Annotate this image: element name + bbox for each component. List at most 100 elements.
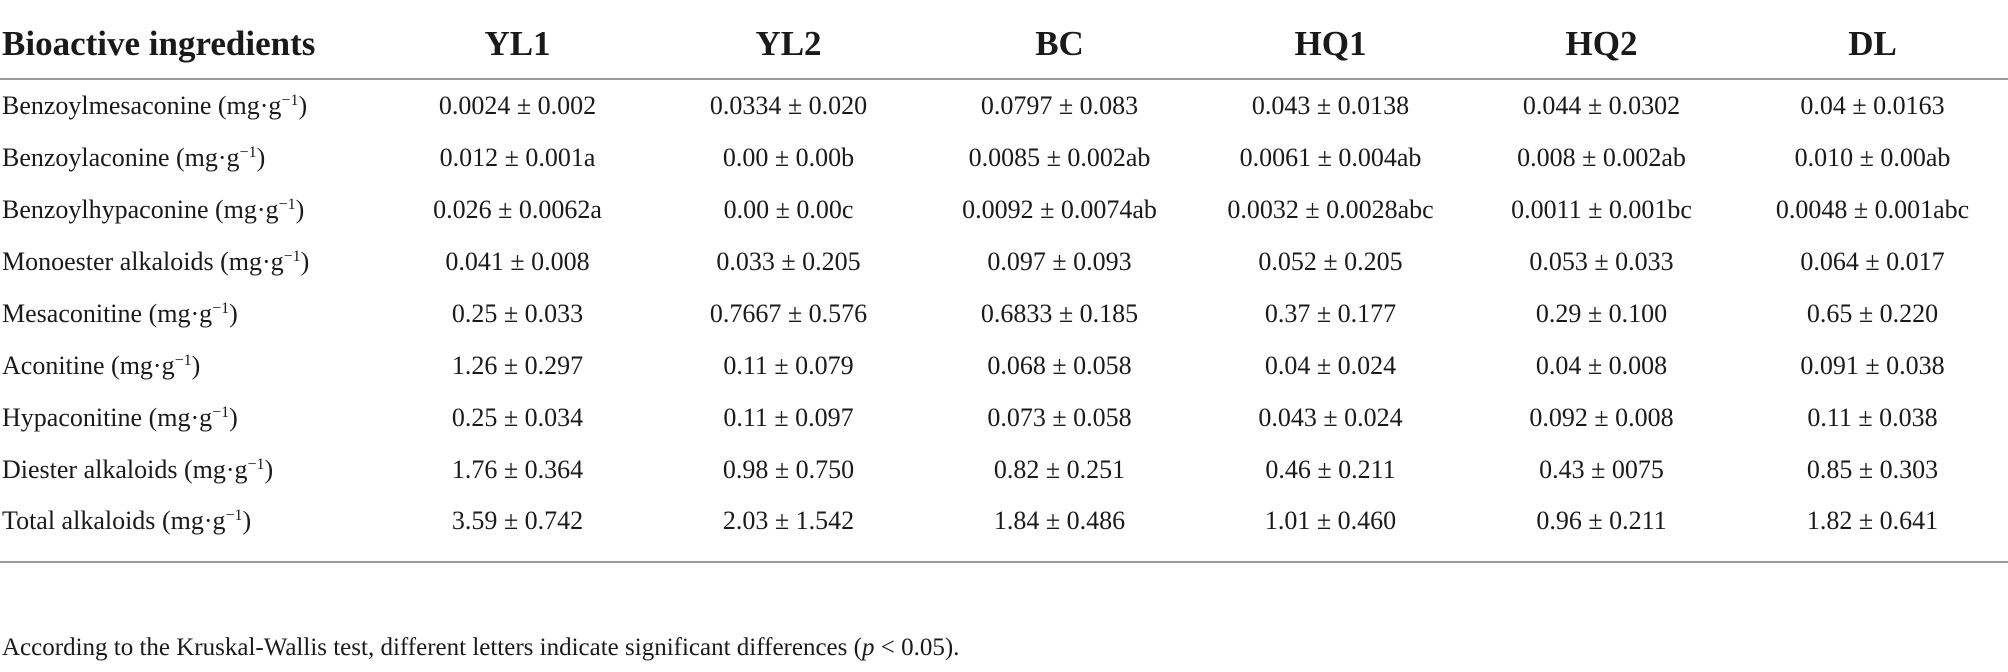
header-row: Bioactive ingredients YL1 YL2 BC HQ1 HQ2… bbox=[0, 10, 2008, 80]
table-cell: 1.26 ± 0.297 bbox=[451, 351, 584, 380]
unit-close: ) bbox=[295, 195, 305, 224]
table-cell: 2.03 ± 1.542 bbox=[653, 496, 924, 563]
unit-exponent: −1 bbox=[225, 507, 243, 524]
table-cell: 0.82 ± 0.251 bbox=[993, 455, 1126, 484]
table-cell: 0.11 ± 0.079 bbox=[723, 351, 854, 380]
table-cell: 0.29 ± 0.100 bbox=[1535, 299, 1668, 328]
unit-close: ) bbox=[264, 455, 274, 484]
table-cell: 0.0061 ± 0.004ab bbox=[1239, 143, 1422, 172]
table-cell: 0.0092 ± 0.0074ab bbox=[962, 195, 1157, 224]
table-cell: 0.00 ± 0.00b bbox=[722, 143, 855, 172]
table-cell: 0.044 ± 0.0302 bbox=[1522, 91, 1681, 120]
unit-exponent: −1 bbox=[278, 196, 296, 213]
unit-label: (mg·g bbox=[220, 247, 284, 276]
table-cell: 0.0797 ± 0.083 bbox=[980, 91, 1139, 120]
row-label: Benzoylmesaconine (mg·g−1) bbox=[0, 79, 382, 132]
footnote-p-variable: p bbox=[861, 634, 875, 661]
table-cell: 1.76 ± 0.364 bbox=[451, 455, 584, 484]
table-cell: 0.25 ± 0.034 bbox=[451, 403, 584, 432]
footnote-threshold: < 0.05). bbox=[874, 634, 960, 661]
unit-close: ) bbox=[229, 299, 238, 328]
table-body: Benzoylmesaconine (mg·g−1) 0.0024 ± 0.002… bbox=[0, 79, 2008, 563]
unit-label: (mg·g bbox=[148, 299, 213, 328]
table-row: Monoester alkaloids (mg·g−1) 0.041 ± 0.00… bbox=[0, 236, 2008, 288]
footnote-text: According to the Kruskal-Wallis test, di… bbox=[2, 634, 862, 661]
unit-exponent: −1 bbox=[239, 144, 257, 161]
table-cell: 0.0024 ± 0.002 bbox=[438, 91, 597, 120]
table-cell: 0.026 ± 0.0062a bbox=[433, 195, 602, 224]
table-cell: 1.84 ± 0.486 bbox=[924, 496, 1195, 563]
table-cell: 0.052 ± 0.205 bbox=[1258, 247, 1403, 276]
table-cell: 0.068 ± 0.058 bbox=[987, 351, 1132, 380]
table-cell: 0.85 ± 0.303 bbox=[1806, 455, 1939, 484]
table-cell: 0.7667 ± 0.576 bbox=[709, 299, 868, 328]
table-cell: 0.097 ± 0.093 bbox=[987, 247, 1132, 276]
unit-close: ) bbox=[229, 403, 238, 432]
row-label: Benzoylhypaconine (mg·g−1) bbox=[0, 184, 382, 236]
table-footnote: According to the Kruskal-Wallis test, di… bbox=[2, 634, 959, 662]
header-hq2: HQ2 bbox=[1466, 10, 1737, 80]
table-cell: 0.11 ± 0.097 bbox=[723, 403, 854, 432]
table-cell: 0.98 ± 0.750 bbox=[722, 455, 855, 484]
table-cell: 0.091 ± 0.038 bbox=[1800, 351, 1945, 380]
unit-label: (mg·g bbox=[111, 351, 175, 380]
table-cell: 0.073 ± 0.058 bbox=[987, 403, 1132, 432]
row-label: Hypaconitine (mg·g−1) bbox=[0, 392, 382, 444]
header-yl1: YL1 bbox=[382, 10, 653, 80]
ingredient-name: Benzoylhypaconine bbox=[2, 195, 209, 224]
header-bc: BC bbox=[924, 10, 1195, 80]
header-dl: DL bbox=[1737, 10, 2008, 80]
table-cell: 0.65 ± 0.220 bbox=[1806, 299, 1939, 328]
table-cell: 0.008 ± 0.002ab bbox=[1517, 143, 1686, 172]
unit-label: (mg·g bbox=[176, 143, 240, 172]
ingredient-name: Monoester alkaloids bbox=[2, 247, 214, 276]
table-cell: 0.25 ± 0.033 bbox=[451, 299, 584, 328]
unit-label: (mg·g bbox=[215, 195, 279, 224]
unit-close: ) bbox=[300, 247, 310, 276]
table-cell: 0.0011 ± 0.001bc bbox=[1511, 195, 1692, 224]
header-ingredient: Bioactive ingredients bbox=[0, 10, 382, 80]
table-cell: 3.59 ± 0.742 bbox=[382, 496, 653, 563]
ingredient-name: Benzoylmesaconine bbox=[2, 91, 212, 120]
unit-label: (mg·g bbox=[183, 455, 248, 484]
unit-close: ) bbox=[256, 143, 266, 172]
table-cell: 0.37 ± 0.177 bbox=[1264, 299, 1397, 328]
row-label: Benzoylaconine (mg·g−1) bbox=[0, 132, 382, 184]
unit-exponent: −1 bbox=[212, 404, 230, 421]
unit-exponent: −1 bbox=[174, 352, 192, 369]
table-row: Mesaconitine (mg·g−1) 0.25 ± 0.033 0.7667 … bbox=[0, 288, 2008, 340]
unit-label: (mg·g bbox=[217, 91, 282, 120]
row-label: Monoester alkaloids (mg·g−1) bbox=[0, 236, 382, 288]
row-label: Total alkaloids (mg·g−1) bbox=[0, 496, 382, 563]
row-label: Aconitine (mg·g−1) bbox=[0, 340, 382, 392]
table-cell: 0.064 ± 0.017 bbox=[1800, 247, 1945, 276]
unit-close: ) bbox=[242, 506, 252, 535]
unit-exponent: −1 bbox=[247, 456, 265, 473]
table-row: Aconitine (mg·g−1) 1.26 ± 0.297 0.11 ± 0.0… bbox=[0, 340, 2008, 392]
table-cell: 0.04 ± 0.0163 bbox=[1800, 91, 1945, 120]
unit-exponent: −1 bbox=[281, 92, 299, 109]
ingredient-name: Total alkaloids bbox=[2, 506, 156, 535]
unit-close: ) bbox=[298, 91, 308, 120]
table-row: Benzoylmesaconine (mg·g−1) 0.0024 ± 0.002… bbox=[0, 79, 2008, 132]
unit-label: (mg·g bbox=[148, 403, 213, 432]
unit-exponent: −1 bbox=[212, 300, 230, 317]
ingredient-name: Aconitine bbox=[2, 351, 105, 380]
table-row: Diester alkaloids (mg·g−1) 1.76 ± 0.364 0.… bbox=[0, 444, 2008, 496]
table-cell: 0.043 ± 0.024 bbox=[1258, 403, 1403, 432]
table-cell: 0.041 ± 0.008 bbox=[445, 247, 590, 276]
table-cell: 0.6833 ± 0.185 bbox=[980, 299, 1139, 328]
table-cell: 0.46 ± 0.211 bbox=[1265, 455, 1396, 484]
unit-exponent: −1 bbox=[283, 248, 301, 265]
row-label: Diester alkaloids (mg·g−1) bbox=[0, 444, 382, 496]
table-cell: 0.043 ± 0.0138 bbox=[1251, 91, 1410, 120]
table-cell: 0.010 ± 0.00ab bbox=[1794, 143, 1951, 172]
table-cell: 0.43 ± 0075 bbox=[1539, 455, 1664, 484]
ingredient-name: Diester alkaloids bbox=[2, 455, 178, 484]
unit-close: ) bbox=[191, 351, 201, 380]
table-row: Total alkaloids (mg·g−1) 3.59 ± 0.742 2.03… bbox=[0, 496, 2008, 563]
table-cell: 0.11 ± 0.038 bbox=[1807, 403, 1938, 432]
table-cell: 1.01 ± 0.460 bbox=[1195, 496, 1466, 563]
table-cell: 0.0085 ± 0.002ab bbox=[968, 143, 1151, 172]
table-cell: 1.82 ± 0.641 bbox=[1737, 496, 2008, 563]
